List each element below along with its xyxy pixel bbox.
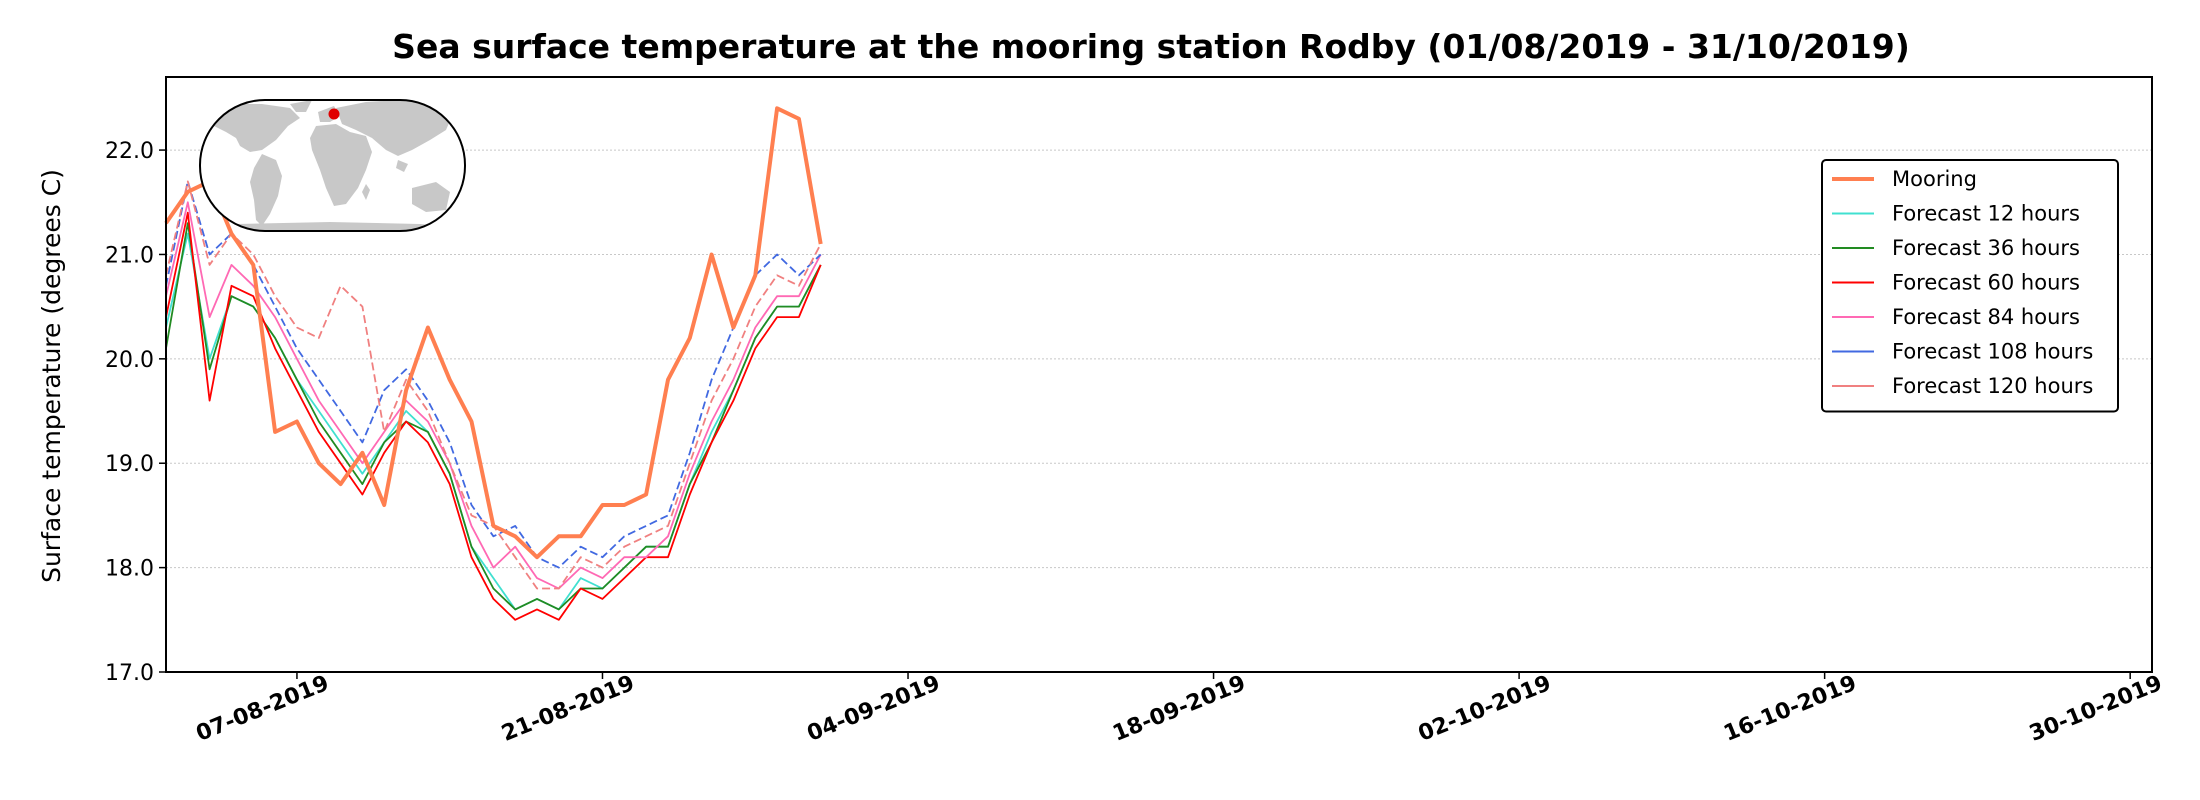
- grid-lines: [166, 149, 2152, 569]
- series-line-forecast-36-hours: [165, 222, 822, 611]
- map-landmass: [210, 104, 300, 152]
- map-landmass: [250, 154, 282, 226]
- legend-item-forecast-12-hours: Forecast 12 hours: [1892, 202, 2080, 226]
- map-landmass: [396, 160, 408, 172]
- map-landmass: [412, 182, 450, 212]
- legend-item-forecast-120-hours: Forecast 120 hours: [1892, 374, 2093, 398]
- legend-item-forecast-36-hours: Forecast 36 hours: [1892, 236, 2080, 260]
- chart-title: Sea surface temperature at the mooring s…: [392, 27, 1910, 66]
- x-tick-label: 18-09-2019: [1109, 671, 1249, 747]
- series-lines: [164, 106, 823, 621]
- plot-frame: [165, 76, 2153, 673]
- x-tick-label: 16-10-2019: [1720, 671, 1860, 747]
- series-line-forecast-108-hours: [165, 180, 822, 569]
- series-line-forecast-84-hours: [165, 201, 822, 590]
- x-tick-label: 30-10-2019: [2026, 671, 2166, 747]
- series-line-forecast-60-hours: [165, 211, 822, 621]
- legend-item-forecast-60-hours: Forecast 60 hours: [1892, 271, 2080, 295]
- x-tick-label: 02-10-2019: [1415, 671, 1555, 747]
- map-landmass: [200, 222, 462, 231]
- x-tick-label: 07-08-2019: [193, 671, 333, 747]
- y-tick-label: 22.0: [105, 139, 154, 164]
- y-tick-label: 20.0: [105, 348, 154, 373]
- inset-world-map: [199, 99, 466, 232]
- x-tick-label: 21-08-2019: [498, 671, 638, 747]
- series-line-mooring: [164, 106, 823, 560]
- y-tick-label: 19.0: [105, 452, 154, 477]
- y-tick-label: 21.0: [105, 243, 154, 268]
- station-marker: [328, 108, 340, 120]
- map-landmass: [290, 100, 312, 112]
- legend-box: [1821, 159, 2119, 413]
- y-tick-label: 18.0: [105, 557, 154, 582]
- map-landmass: [336, 100, 452, 156]
- map-landmass: [362, 184, 370, 200]
- legend-item-mooring: Mooring: [1892, 167, 1977, 191]
- legend: Mooring Forecast 12 hours Forecast 36 hour…: [1821, 159, 2119, 413]
- legend-item-forecast-108-hours: Forecast 108 hours: [1892, 340, 2093, 364]
- y-tick-label: 17.0: [105, 661, 154, 686]
- map-landmass: [310, 124, 372, 206]
- y-axis-label: Surface temperature (degrees C): [37, 169, 66, 583]
- x-tick-label: 04-09-2019: [804, 671, 944, 747]
- legend-item-forecast-84-hours: Forecast 84 hours: [1892, 305, 2080, 329]
